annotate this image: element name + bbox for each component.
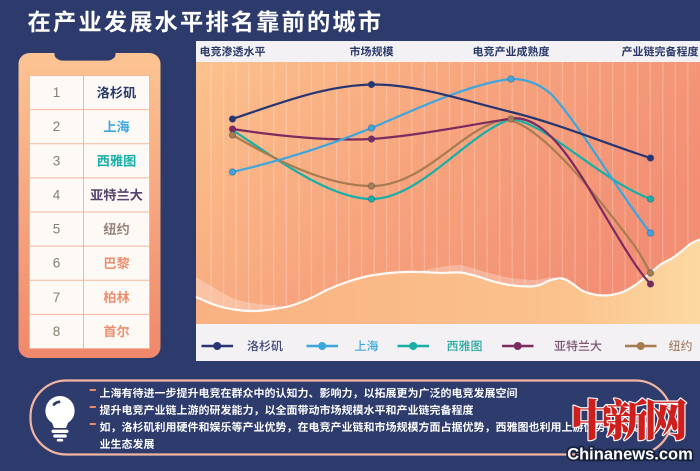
svg-text:6: 6 (53, 256, 61, 271)
svg-text:7: 7 (53, 290, 61, 305)
svg-text:5: 5 (53, 222, 61, 237)
svg-text:2: 2 (53, 119, 61, 134)
svg-text:Chinanews.com: Chinanews.com (567, 446, 693, 464)
svg-text:4: 4 (53, 187, 61, 202)
svg-text:3: 3 (53, 153, 61, 168)
svg-text:1: 1 (53, 85, 61, 100)
svg-text:8: 8 (53, 324, 61, 339)
